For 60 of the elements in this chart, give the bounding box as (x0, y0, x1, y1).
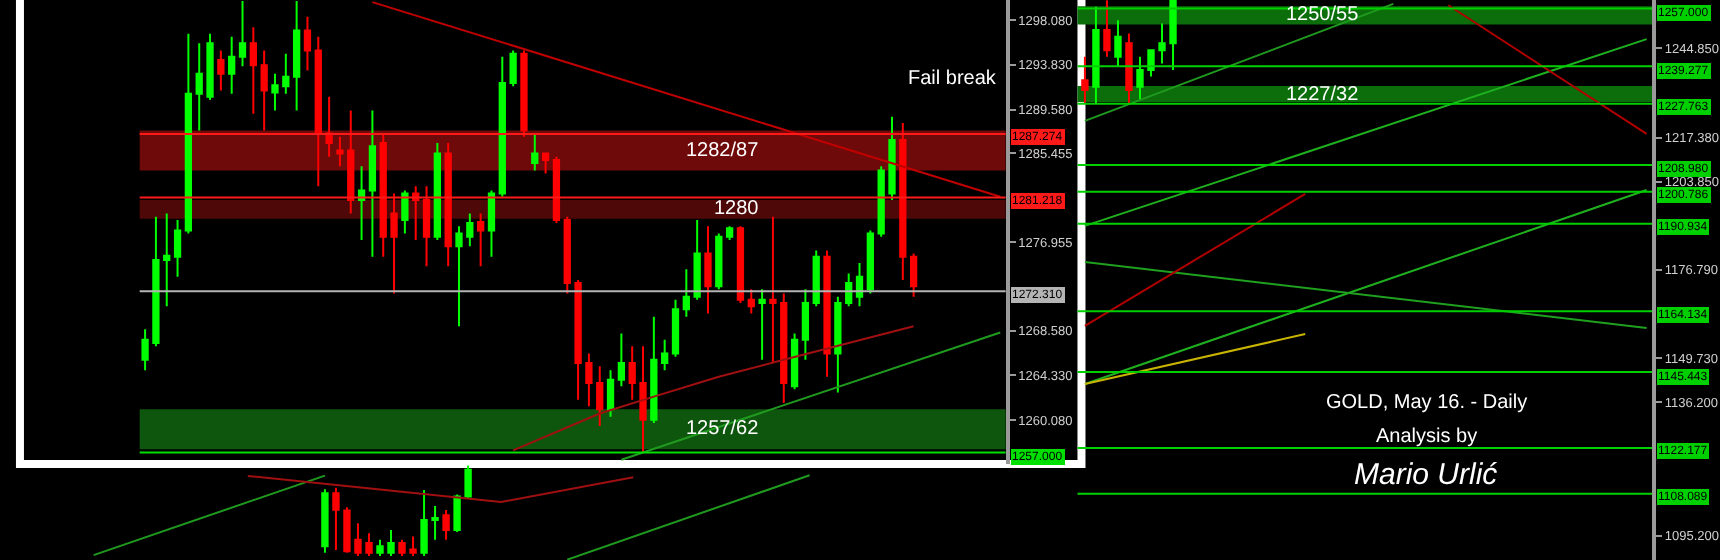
candlestick (184, 32, 193, 235)
candlestick (368, 109, 377, 258)
candlestick (412, 185, 420, 241)
candlestick (1103, 0, 1111, 58)
candlestick (401, 189, 409, 235)
candlestick (541, 151, 550, 175)
candlestick (899, 122, 907, 281)
candlestick (476, 212, 485, 268)
candlestick (552, 155, 561, 225)
candlestick (444, 142, 452, 268)
candlestick (1081, 55, 1089, 105)
candlestick (606, 369, 615, 418)
annotation: Mario Urlić (1354, 458, 1499, 492)
candlestick (325, 95, 333, 158)
band-label: 1250/55 (1286, 4, 1360, 26)
candlestick (1125, 32, 1133, 105)
candlestick (747, 288, 755, 315)
candlestick (173, 218, 182, 278)
candlestick (442, 509, 450, 541)
band-label: 1282/87 (686, 140, 760, 162)
candlestick (671, 298, 680, 358)
candlestick (228, 35, 236, 95)
candlestick (823, 249, 831, 378)
candlestick (321, 488, 329, 554)
annotation: Analysis by (1376, 426, 1478, 448)
line-series (512, 325, 915, 452)
candlestick (217, 49, 225, 92)
candlestick (260, 49, 268, 132)
candlestick (736, 225, 745, 305)
candlestick (704, 225, 712, 315)
candlestick (909, 252, 918, 298)
annotation: GOLD, May 16. - Daily (1326, 392, 1528, 414)
candlestick (487, 189, 496, 258)
candlestick (303, 15, 312, 72)
candlestick (812, 249, 820, 308)
band-label: 1227/32 (1286, 84, 1360, 106)
candlestick (238, 0, 247, 68)
candlestick (249, 26, 257, 115)
candlestick (617, 332, 626, 388)
candlestick (1092, 5, 1100, 105)
band-label: 1280 (714, 198, 760, 220)
candlestick (292, 0, 301, 112)
candlestick (855, 262, 864, 308)
candlestick (357, 165, 366, 241)
band-label: 1257/62 (686, 418, 760, 440)
candlestick (531, 132, 539, 172)
candlestick (866, 229, 874, 295)
candlestick (422, 185, 431, 268)
candlestick (1114, 19, 1122, 68)
candlestick (725, 225, 734, 241)
candlestick (661, 338, 669, 372)
candlestick (758, 288, 766, 361)
candlestick (520, 49, 528, 138)
annotation: Fail break (908, 68, 998, 90)
candlestick (801, 288, 810, 361)
candlestick (790, 332, 799, 391)
candlestick (715, 232, 723, 291)
candlestick (314, 35, 322, 188)
candlestick (433, 142, 442, 241)
candlestick (650, 315, 658, 424)
